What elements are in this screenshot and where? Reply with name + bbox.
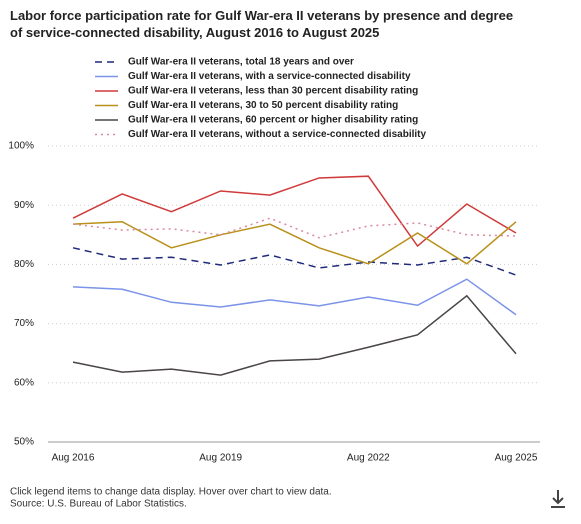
legend-label: Gulf War-era II veterans, without a serv… [128,129,426,140]
legend-label: Gulf War-era II veterans, less than 30 p… [128,86,418,97]
series-line [72,294,517,376]
series-line [72,221,517,265]
y-tick-label: 50% [14,437,34,448]
note: Click legend items to change data displa… [10,487,332,498]
legend-label: Gulf War-era II veterans, total 18 years… [128,57,354,68]
y-tick-label: 100% [8,141,34,152]
legend-item[interactable]: Gulf War-era II veterans, without a serv… [95,129,426,140]
legend-item[interactable]: Gulf War-era II veterans, total 18 years… [95,57,354,68]
note: Source: U.S. Bureau of Labor Statistics. [10,499,187,510]
legend-item[interactable]: Gulf War-era II veterans, 30 to 50 perce… [95,100,398,111]
download-icon[interactable] [551,490,565,508]
y-tick-label: 80% [14,259,34,270]
x-tick-label: Aug 2016 [52,453,95,464]
x-tick-label: Aug 2025 [495,453,538,464]
legend-item[interactable]: Gulf War-era II veterans, 60 percent or … [95,115,418,126]
legend-item[interactable]: Gulf War-era II veterans, with a service… [95,71,411,82]
x-tick-label: Aug 2022 [347,453,390,464]
y-tick-label: 60% [14,377,34,388]
legend-item[interactable]: Gulf War-era II veterans, less than 30 p… [95,86,418,97]
y-tick-label: 70% [14,318,34,329]
series-line [72,175,517,248]
legend-label: Gulf War-era II veterans, with a service… [128,71,411,82]
x-tick-label: Aug 2019 [199,453,242,464]
legend-label: Gulf War-era II veterans, 30 to 50 perce… [128,100,398,111]
chart-title-line-1: Labor force participation rate for Gulf … [10,8,513,40]
legend-label: Gulf War-era II veterans, 60 percent or … [128,115,418,126]
series-line [72,278,517,316]
series-line [72,247,517,276]
y-tick-label: 90% [14,200,34,211]
series-line [72,217,517,239]
